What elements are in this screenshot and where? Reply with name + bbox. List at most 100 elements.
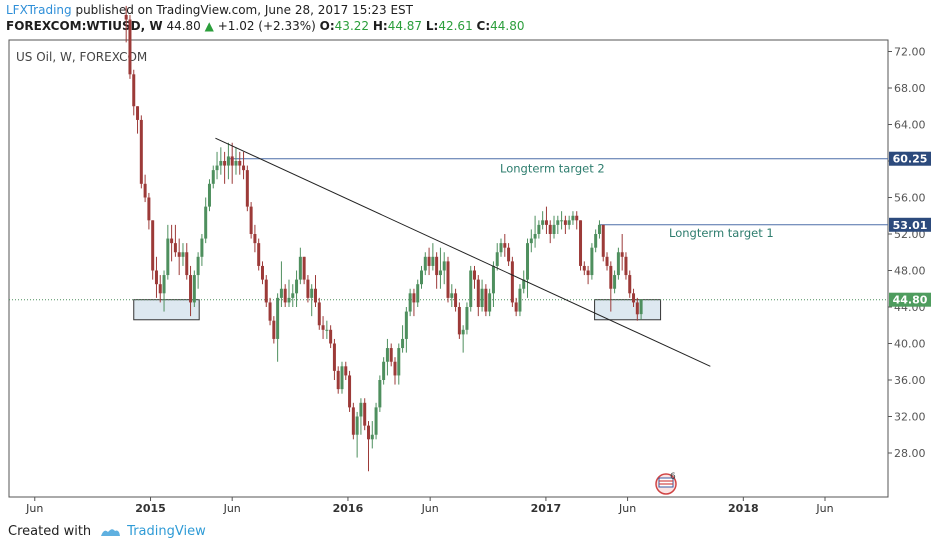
candle (423, 252, 427, 276)
y-tick-label: 32.00 (894, 411, 926, 424)
candle (151, 220, 155, 280)
candle (317, 297, 321, 330)
candle-body (223, 161, 227, 166)
candle-body (302, 256, 306, 280)
candle (567, 215, 571, 230)
candle (226, 142, 230, 180)
x-tick-label: Jun (618, 502, 636, 515)
badge-background (889, 292, 931, 307)
tradingview-logo-icon (101, 528, 121, 536)
candle (484, 284, 488, 317)
candle-body (518, 288, 522, 312)
candle-body (136, 106, 140, 120)
candle (344, 361, 348, 380)
candle (480, 279, 484, 312)
candle (522, 270, 526, 294)
trendline[interactable] (215, 137, 711, 367)
candle (234, 147, 238, 175)
candle-body (154, 270, 158, 285)
candle-body (363, 402, 367, 426)
target-label: Longterm target 2 (500, 162, 605, 176)
candle (389, 343, 393, 367)
candle-body (594, 234, 598, 248)
candle-body (185, 252, 189, 276)
candle (382, 357, 386, 385)
candle-body (317, 302, 321, 326)
candle (624, 252, 628, 280)
candle-body (567, 220, 571, 225)
candle-body (628, 275, 632, 294)
candle (435, 252, 439, 289)
chart-header: LFXTrading published on TradingView.com,… (6, 2, 906, 34)
candle (302, 256, 306, 285)
close-value: 44.80 (490, 19, 525, 33)
trendline-group[interactable] (215, 137, 711, 367)
candle (442, 252, 446, 285)
candle (397, 343, 401, 385)
badge-text: 60.25 (893, 153, 928, 166)
y-tick-label: 68.00 (894, 82, 926, 95)
candle-body (571, 215, 575, 221)
candle-body (446, 261, 450, 298)
candle-body (139, 119, 143, 184)
candle-body (219, 161, 223, 166)
candle (260, 261, 264, 285)
candle-body (499, 243, 503, 253)
candle-body (170, 238, 174, 244)
candle-body (306, 279, 310, 298)
candle-body (427, 256, 431, 266)
candle (514, 297, 518, 317)
candle-body (533, 234, 537, 239)
candle-body (408, 293, 412, 312)
candle (597, 220, 601, 239)
price-chart[interactable]: US Oil, W, FOREXCOM Longterm target 2Lon… (0, 0, 932, 520)
candle (476, 275, 480, 317)
candle-body (488, 293, 492, 312)
candle-body (385, 348, 389, 362)
last-price-badge: 44.80 (889, 292, 931, 307)
support-zone-box[interactable] (133, 299, 200, 321)
up-arrow-icon: ▲ (204, 19, 214, 33)
candle-body (401, 338, 405, 349)
candle-body (192, 275, 196, 303)
candle (166, 224, 170, 280)
candle (366, 421, 370, 472)
candle (219, 147, 223, 175)
candle (325, 320, 329, 339)
candle (143, 174, 147, 203)
candle-body (132, 74, 136, 107)
candle (507, 243, 511, 266)
candle-body (321, 325, 325, 330)
candle (469, 265, 473, 312)
candle (192, 270, 196, 307)
candle (518, 284, 522, 317)
candle (336, 366, 340, 394)
candle-body (529, 238, 533, 244)
candle (510, 256, 514, 307)
x-tick-label: Jun (25, 502, 43, 515)
author-link[interactable]: LFXTrading (6, 3, 72, 17)
candle (139, 115, 143, 189)
candle-body (423, 256, 427, 271)
open-label: O: (319, 19, 335, 33)
candle (628, 270, 632, 298)
candle-body (143, 183, 147, 198)
candle-body (435, 256, 439, 276)
candle (385, 338, 389, 376)
candle-body (469, 270, 473, 307)
event-flag-icon[interactable]: 6 (655, 472, 677, 495)
candle-body (230, 156, 234, 166)
candle-body (639, 299, 643, 315)
candle-body (238, 161, 242, 166)
candle-body (560, 220, 564, 222)
candle-body (503, 243, 507, 248)
open-value: 43.22 (334, 19, 370, 33)
candle (563, 215, 567, 234)
badge-background (889, 217, 931, 232)
candle (541, 211, 545, 230)
candle-body (162, 275, 166, 294)
candle-body (548, 224, 552, 234)
y-tick-label: 48.00 (894, 265, 926, 278)
tradingview-link[interactable]: TradingView (99, 524, 206, 539)
support-zone-box[interactable] (594, 299, 662, 321)
